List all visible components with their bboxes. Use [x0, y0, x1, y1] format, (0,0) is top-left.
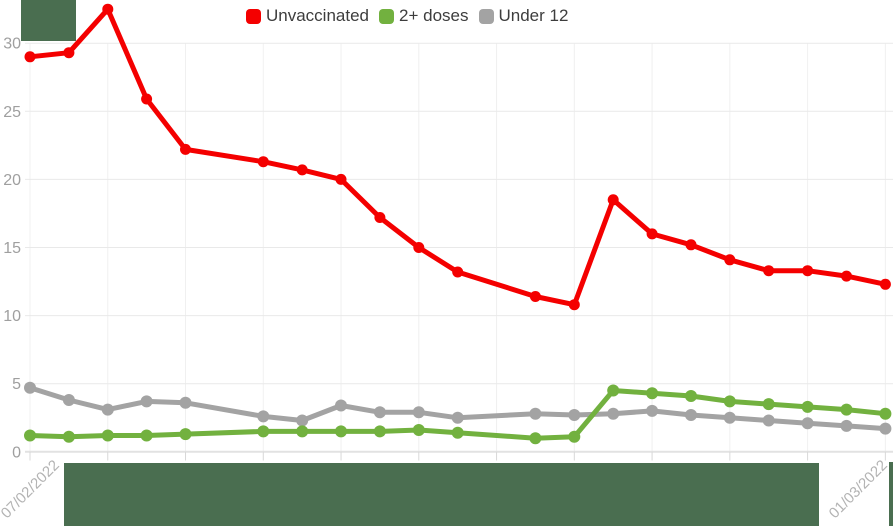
y-axis-tick-label: 0 [12, 444, 21, 461]
data-point[interactable] [685, 390, 697, 402]
legend-item-under-12[interactable]: Under 12 [478, 6, 569, 26]
x-axis-date-label: 01/03/2022 [826, 457, 891, 522]
data-point[interactable] [841, 270, 852, 282]
data-point[interactable] [373, 425, 386, 438]
data-point[interactable] [723, 411, 736, 424]
legend-swatch-green-icon [379, 8, 395, 24]
data-point[interactable] [840, 403, 853, 416]
legend-swatch-red-icon [246, 8, 261, 24]
data-point[interactable] [335, 173, 347, 185]
data-point[interactable] [646, 404, 659, 417]
data-point[interactable] [879, 407, 892, 420]
data-point[interactable] [335, 425, 347, 438]
data-point[interactable] [140, 395, 153, 408]
data-point[interactable] [413, 242, 425, 253]
redaction-box-bottom [64, 463, 819, 526]
data-point[interactable] [529, 407, 542, 420]
legend-label-2plus-doses: 2+ doses [399, 6, 469, 25]
data-point[interactable] [24, 429, 36, 442]
data-point[interactable] [101, 403, 114, 416]
data-point[interactable] [568, 299, 580, 311]
chart-legend: Unvaccinated 2+ doses Under 12 [246, 6, 568, 26]
data-point[interactable] [646, 387, 659, 400]
data-point[interactable] [685, 239, 697, 251]
data-point[interactable] [373, 406, 386, 419]
data-point[interactable] [140, 429, 153, 442]
data-point[interactable] [451, 426, 464, 439]
data-point[interactable] [179, 428, 192, 441]
data-point[interactable] [607, 194, 619, 206]
data-point[interactable] [179, 396, 192, 409]
data-point[interactable] [762, 398, 775, 411]
legend-item-unvaccinated[interactable]: Unvaccinated [246, 6, 369, 26]
y-axis-tick-label: 15 [3, 240, 21, 257]
legend-label-unvaccinated: Unvaccinated [266, 6, 370, 25]
y-axis-tick-label: 25 [3, 104, 21, 121]
data-point[interactable] [568, 409, 581, 421]
data-point[interactable] [257, 410, 270, 423]
data-point[interactable] [763, 265, 775, 277]
data-point[interactable] [568, 430, 581, 443]
x-axis-date-label: 07/02/2022 [0, 457, 63, 522]
data-point[interactable] [24, 51, 36, 63]
y-axis-tick-label: 20 [3, 172, 21, 189]
y-axis-tick-label: 10 [3, 308, 21, 325]
data-point[interactable] [101, 429, 114, 442]
data-point[interactable] [840, 419, 853, 432]
legend-swatch-gray-icon [478, 8, 494, 24]
data-point[interactable] [257, 425, 270, 438]
data-point[interactable] [879, 278, 891, 290]
data-point[interactable] [879, 422, 892, 435]
data-point[interactable] [724, 254, 736, 266]
data-point[interactable] [257, 156, 269, 168]
redaction-box-top-left [21, 0, 76, 41]
data-point[interactable] [802, 265, 814, 277]
y-axis-tick-label: 5 [12, 376, 21, 393]
data-point[interactable] [296, 414, 309, 427]
data-point[interactable] [801, 400, 814, 413]
data-point[interactable] [529, 291, 541, 302]
data-point[interactable] [141, 93, 153, 105]
data-point[interactable] [335, 399, 347, 412]
data-point[interactable] [62, 430, 75, 443]
data-point[interactable] [102, 3, 114, 15]
data-point[interactable] [607, 384, 620, 397]
data-point[interactable] [723, 395, 736, 408]
data-point[interactable] [412, 424, 425, 436]
data-point[interactable] [451, 411, 464, 424]
data-point[interactable] [296, 425, 309, 438]
data-point[interactable] [62, 394, 75, 406]
data-point[interactable] [412, 406, 425, 419]
data-point[interactable] [63, 47, 75, 59]
data-point[interactable] [452, 266, 464, 278]
data-point[interactable] [296, 164, 308, 176]
data-point[interactable] [646, 228, 658, 240]
data-point[interactable] [180, 143, 191, 155]
legend-label-under-12: Under 12 [498, 6, 569, 25]
data-point[interactable] [374, 212, 386, 223]
legend-item-2plus-doses[interactable]: 2+ doses [379, 6, 469, 26]
data-point[interactable] [685, 409, 697, 421]
data-point[interactable] [762, 414, 775, 427]
data-point[interactable] [529, 432, 542, 445]
series-line-0 [27, 6, 888, 308]
data-point[interactable] [801, 417, 814, 430]
redaction-box-bottom-right [889, 462, 893, 526]
data-point[interactable] [607, 407, 620, 420]
data-point[interactable] [24, 381, 36, 394]
y-axis-tick-label: 30 [3, 36, 21, 53]
